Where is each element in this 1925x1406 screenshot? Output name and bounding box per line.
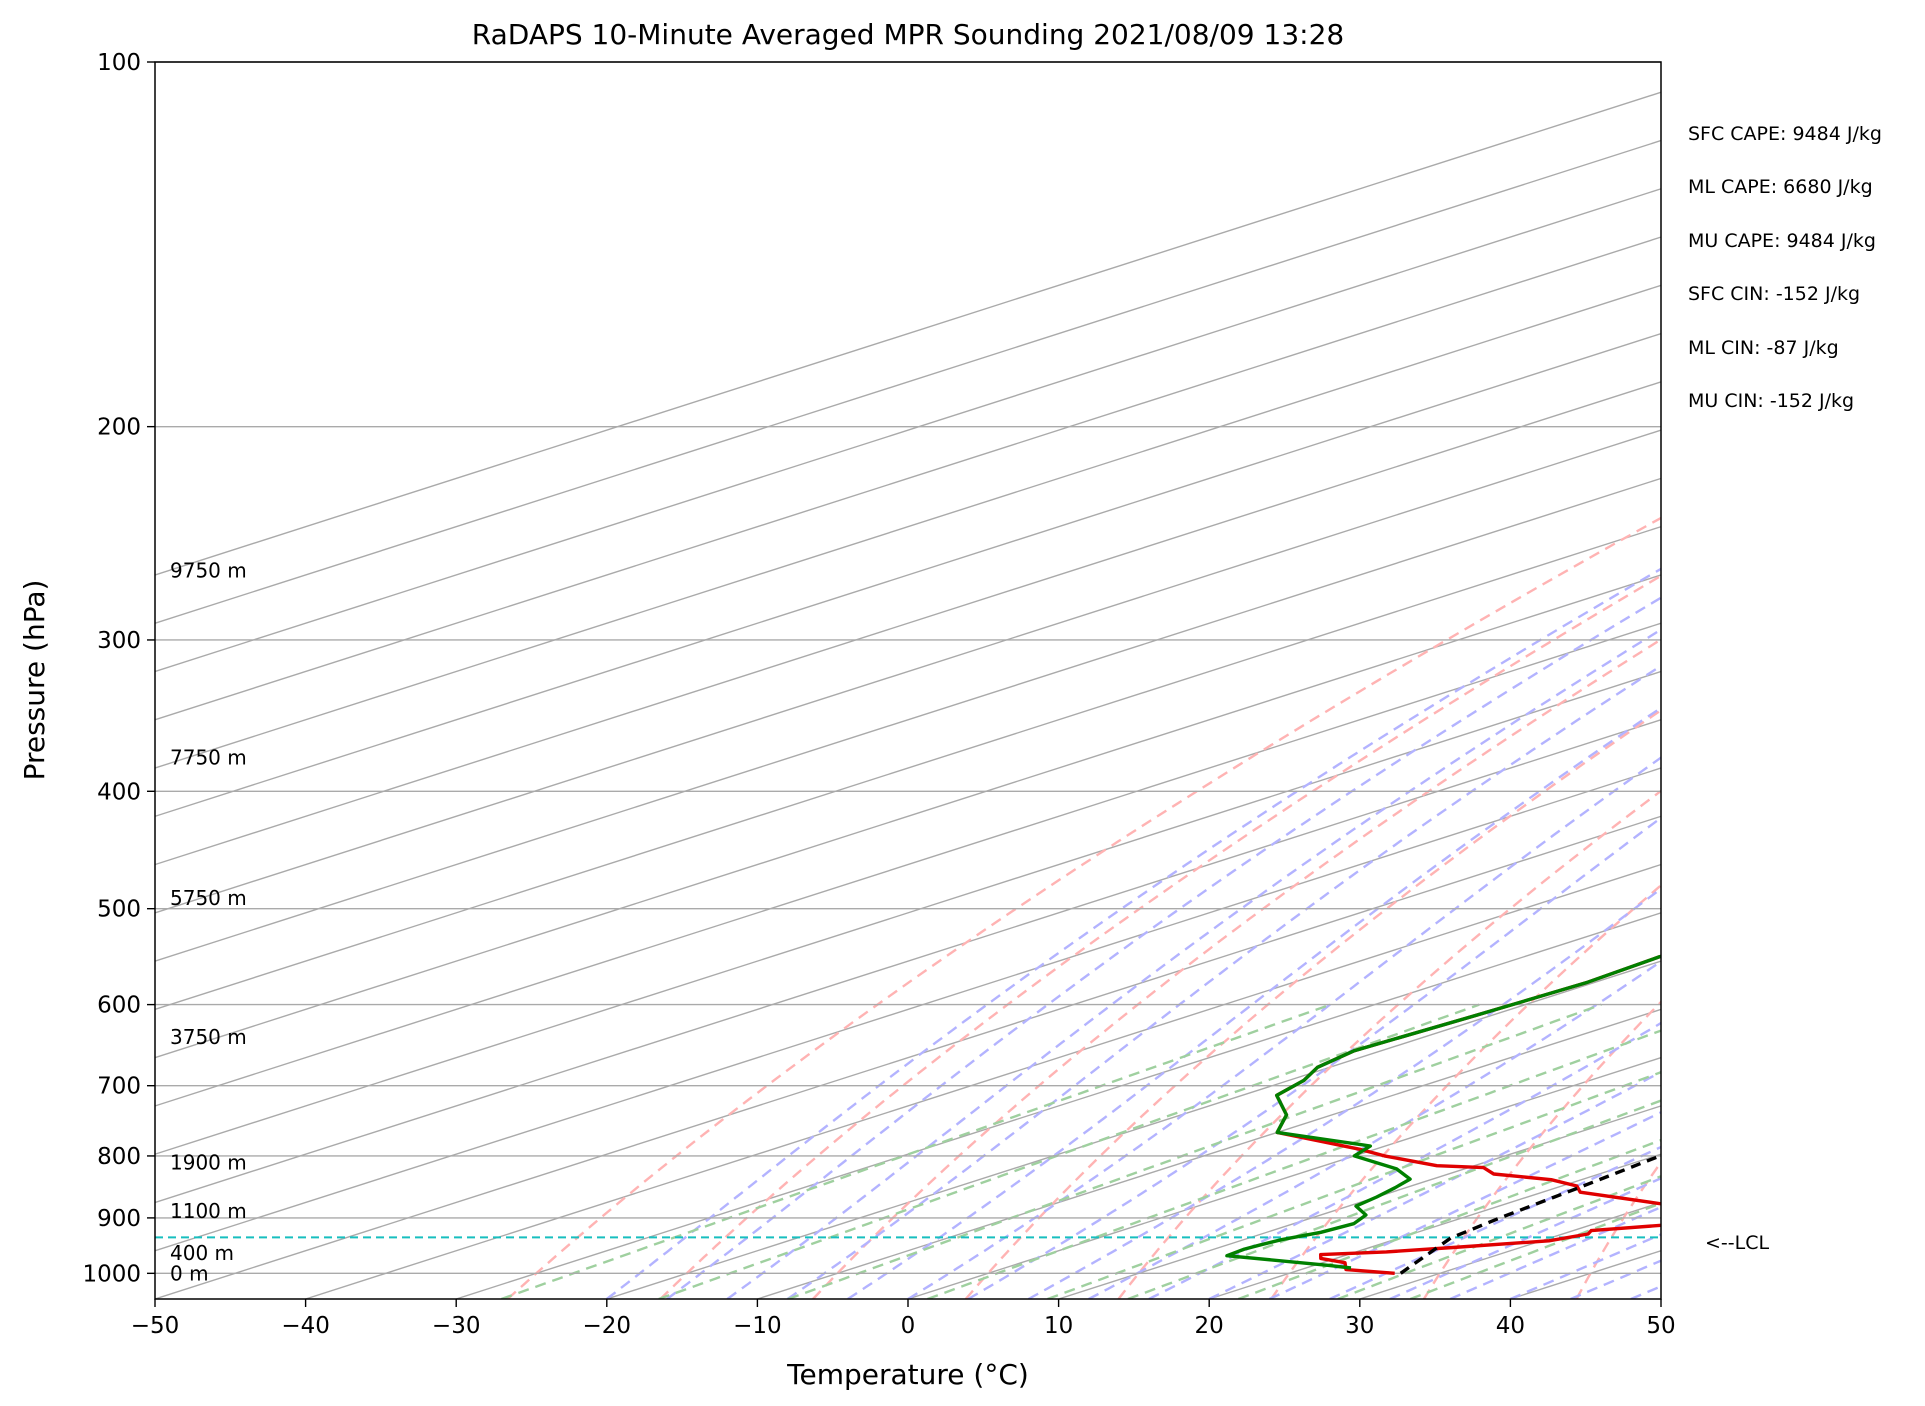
chart-title: RaDAPS 10-Minute Averaged MPR Sounding 2… <box>472 18 1344 51</box>
height-label: 7750 m <box>170 745 247 769</box>
dry-adiabat-line <box>506 516 1661 1299</box>
moist-adiabat-line <box>1148 1021 1661 1299</box>
moist-adiabat-line <box>786 664 1661 1299</box>
isotherm-line <box>155 381 1661 866</box>
pressure-gridlines <box>155 61 1661 1275</box>
height-label: 3750 m <box>170 1025 247 1049</box>
isotherm-line <box>155 91 1661 576</box>
isotherm-line <box>155 236 1661 721</box>
x-tick-label: −50 <box>131 1313 180 1339</box>
mu-cin: MU CIN: -152 J/kg <box>1688 390 1855 413</box>
isotherm-line <box>155 429 1661 914</box>
x-axis-label: Temperature (°C) <box>786 1358 1029 1391</box>
isotherm-line <box>155 574 1661 1059</box>
isotherm-line <box>155 622 1661 1107</box>
profiles <box>1225 954 1661 1275</box>
x-tick-label: −40 <box>281 1313 330 1339</box>
dry-adiabat-line <box>1117 789 1661 1299</box>
height-label: 400 m <box>170 1241 234 1265</box>
mixing-ratio-line <box>927 1029 1661 1299</box>
isotherm-line <box>757 1008 1661 1299</box>
y-tick-label: 300 <box>97 628 141 654</box>
moist-adiabat-line <box>1329 1145 1661 1299</box>
isotherm-line <box>455 912 1661 1299</box>
y-tick-label: 400 <box>97 779 141 805</box>
height-label: 9750 m <box>170 559 247 583</box>
height-label: 0 m <box>170 1261 209 1285</box>
dry-adiabat-line <box>1270 883 1661 1299</box>
y-tick-label: 500 <box>97 897 141 923</box>
dry-adiabat-line <box>812 638 1661 1299</box>
y-axis-label: Pressure (hPa) <box>18 580 51 781</box>
x-tick-label: 0 <box>901 1313 916 1339</box>
mixing-ratio-line <box>1237 1138 1661 1299</box>
dry-adiabat-line <box>1575 1160 1661 1299</box>
isotherm-line <box>155 525 1661 1011</box>
x-tick-label: 20 <box>1195 1313 1224 1339</box>
x-tick-label: 30 <box>1345 1313 1374 1339</box>
mixing-ratio-line <box>1047 1070 1661 1299</box>
isotherm-line <box>155 719 1661 1204</box>
x-tick-label: −30 <box>432 1313 481 1339</box>
moist-adiabat-line <box>967 816 1661 1299</box>
x-tick-label: 50 <box>1646 1313 1675 1339</box>
isotherm-line <box>155 670 1661 1155</box>
isotherm-line <box>606 960 1661 1299</box>
indices-panel: SFC CAPE: 9484 J/kg ML CAPE: 6680 J/kg M… <box>1688 108 1882 428</box>
moist-adiabat-line <box>1268 1110 1661 1299</box>
reference-lines <box>155 62 1925 1299</box>
x-tick-label: −20 <box>583 1313 632 1339</box>
y-tick-label: 200 <box>97 415 141 441</box>
x-axis: −50 −40 −30 −20 −10 0 10 20 30 40 50 <box>131 1299 1676 1339</box>
y-tick-label: 600 <box>97 993 141 1019</box>
isotherm-line <box>155 767 1661 1252</box>
y-tick-label: 700 <box>97 1074 141 1100</box>
moist-adiabat-line <box>726 628 1661 1299</box>
ml-cin: ML CIN: -87 J/kg <box>1688 336 1839 359</box>
ml-cape: ML CAPE: 6680 J/kg <box>1688 176 1873 199</box>
height-label: 1900 m <box>170 1150 247 1174</box>
isotherm-line <box>305 863 1661 1299</box>
lcl-label: <--LCL <box>1705 1232 1770 1254</box>
dewpoint-profile <box>1225 954 1661 1270</box>
isotherm-line <box>155 815 1661 1299</box>
height-label: 5750 m <box>170 886 247 910</box>
dry-adiabat-line <box>659 574 1661 1299</box>
isotherm-line <box>907 1056 1661 1299</box>
mixing-ratio-line <box>1409 1201 1661 1299</box>
height-label: 1100 m <box>170 1199 247 1223</box>
mixing-ratio-line <box>1337 1175 1661 1299</box>
moist-adiabat-line <box>847 706 1661 1299</box>
mixing-ratio-line <box>658 1003 1480 1299</box>
moist-adiabat-line <box>1027 887 1661 1299</box>
sfc-cape: SFC CAPE: 9484 J/kg <box>1688 123 1882 145</box>
x-tick-label: 10 <box>1044 1313 1073 1339</box>
isotherm-line <box>155 284 1661 769</box>
y-tick-label: 900 <box>97 1206 141 1232</box>
sfc-cin: SFC CIN: -152 J/kg <box>1688 283 1861 306</box>
dry-adiabat-line <box>1882 62 1925 1299</box>
mu-cape: MU CAPE: 9484 J/kg <box>1688 229 1876 252</box>
mixing-ratio-line <box>787 1003 1602 1299</box>
x-tick-label: 40 <box>1496 1313 1525 1339</box>
x-tick-label: −10 <box>733 1313 782 1339</box>
isotherm-line <box>155 139 1661 624</box>
parcel-path <box>1399 1153 1661 1275</box>
mixing-ratio-line <box>1127 1099 1661 1299</box>
mixing-ratio-line <box>500 1003 1332 1299</box>
y-axis: 100 200 300 400 500 600 700 800 900 1000 <box>82 50 155 1287</box>
isotherm-line <box>155 188 1661 673</box>
isotherm-line <box>155 477 1661 962</box>
dry-adiabat-line <box>964 708 1661 1299</box>
isotherm-line <box>155 332 1661 818</box>
y-tick-label: 800 <box>97 1144 141 1170</box>
y-tick-label: 1000 <box>82 1261 141 1287</box>
moist-adiabat-line <box>1088 959 1661 1299</box>
y-tick-label: 100 <box>97 50 141 76</box>
